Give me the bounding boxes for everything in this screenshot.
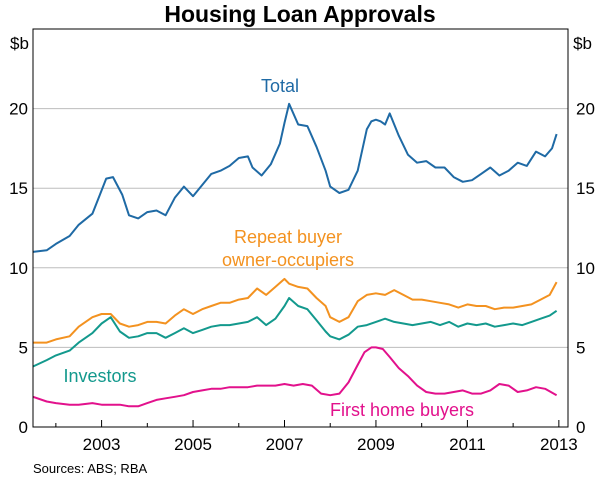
series-lines bbox=[32, 102, 558, 408]
source-note: Sources: ABS; RBA bbox=[33, 461, 147, 476]
series-line-total bbox=[32, 102, 558, 253]
series-label-first_home: First home buyers bbox=[330, 400, 474, 420]
axis-ticks: 0 0 5 5 10 10 15 15 20 20 2003 2005 2007 2009 2011 2013 bbox=[9, 100, 595, 454]
x-tick-2011: 2011 bbox=[449, 435, 486, 454]
right-axis-unit: $b bbox=[573, 34, 592, 53]
y-tick-right-5: 5 bbox=[576, 338, 585, 357]
x-tick-2007: 2007 bbox=[266, 435, 304, 454]
series-line-repeat bbox=[33, 277, 558, 344]
x-tick-2005: 2005 bbox=[174, 435, 212, 454]
x-tick-2013: 2013 bbox=[540, 435, 578, 454]
y-tick-left-5: 5 bbox=[19, 338, 28, 357]
y-tick-left-10: 10 bbox=[9, 259, 28, 278]
y-tick-right-15: 15 bbox=[576, 179, 595, 198]
y-tick-right-20: 20 bbox=[576, 100, 595, 119]
series-label-investors: Investors bbox=[63, 366, 136, 386]
series-label-repeat-1: Repeat buyer bbox=[234, 227, 342, 247]
series-line-investors bbox=[32, 297, 558, 368]
y-tick-left-0: 0 bbox=[19, 418, 28, 437]
y-tick-right-0: 0 bbox=[576, 418, 585, 437]
x-tick-2003: 2003 bbox=[83, 435, 121, 454]
y-tick-left-20: 20 bbox=[9, 100, 28, 119]
gridlines bbox=[33, 108, 568, 348]
x-tick-2009: 2009 bbox=[357, 435, 395, 454]
series-labels: Total Repeat buyer owner-occupiers Investor… bbox=[63, 76, 474, 420]
chart-title: Housing Loan Approvals bbox=[164, 1, 435, 27]
series-label-total: Total bbox=[261, 76, 299, 96]
series-label-repeat-2: owner-occupiers bbox=[222, 250, 354, 270]
y-tick-left-15: 15 bbox=[9, 179, 28, 198]
left-axis-unit: $b bbox=[10, 34, 29, 53]
y-tick-right-10: 10 bbox=[576, 259, 595, 278]
plot-frame bbox=[32, 28, 569, 428]
series-line-first_home bbox=[32, 346, 558, 408]
